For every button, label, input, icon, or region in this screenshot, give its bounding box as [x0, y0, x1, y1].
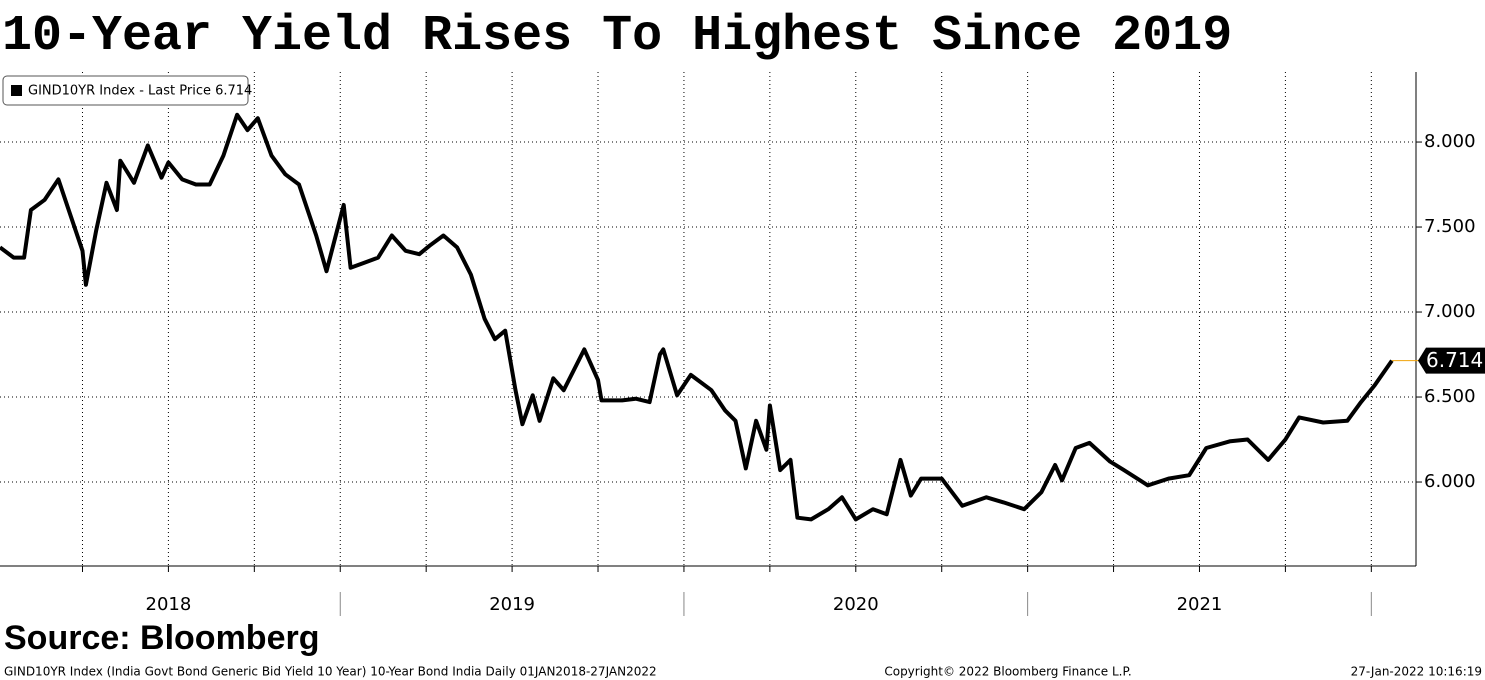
legend-swatch: [11, 85, 22, 96]
chart-title: 10-Year Yield Rises To Highest Since 201…: [2, 8, 1232, 65]
x-tick-label: 2021: [1177, 594, 1223, 615]
x-tick-label: 2019: [489, 594, 535, 615]
footer-right: 27-Jan-2022 10:16:19: [1351, 665, 1482, 679]
y-tick-label: 7.500: [1424, 216, 1476, 237]
y-tick-label: 7.000: [1424, 301, 1476, 322]
y-tick-label: 6.000: [1424, 471, 1476, 492]
last-price-tag: [1418, 347, 1485, 374]
x-tick-label: 2018: [146, 594, 192, 615]
footer-center: Copyright© 2022 Bloomberg Finance L.P.: [884, 665, 1131, 679]
footer-left: GIND10YR Index (India Govt Bond Generic …: [4, 665, 657, 679]
last-price-label: 6.714: [1426, 348, 1483, 372]
x-tick-label: 2020: [833, 594, 879, 615]
legend-box: [2, 75, 249, 106]
y-tick-label: 6.500: [1424, 386, 1476, 407]
series-line: [0, 112, 1394, 522]
y-tick-label: 8.000: [1424, 131, 1476, 152]
legend-label: GIND10YR Index - Last Price 6.714: [28, 84, 252, 99]
source: Source: Bloomberg: [4, 619, 319, 657]
